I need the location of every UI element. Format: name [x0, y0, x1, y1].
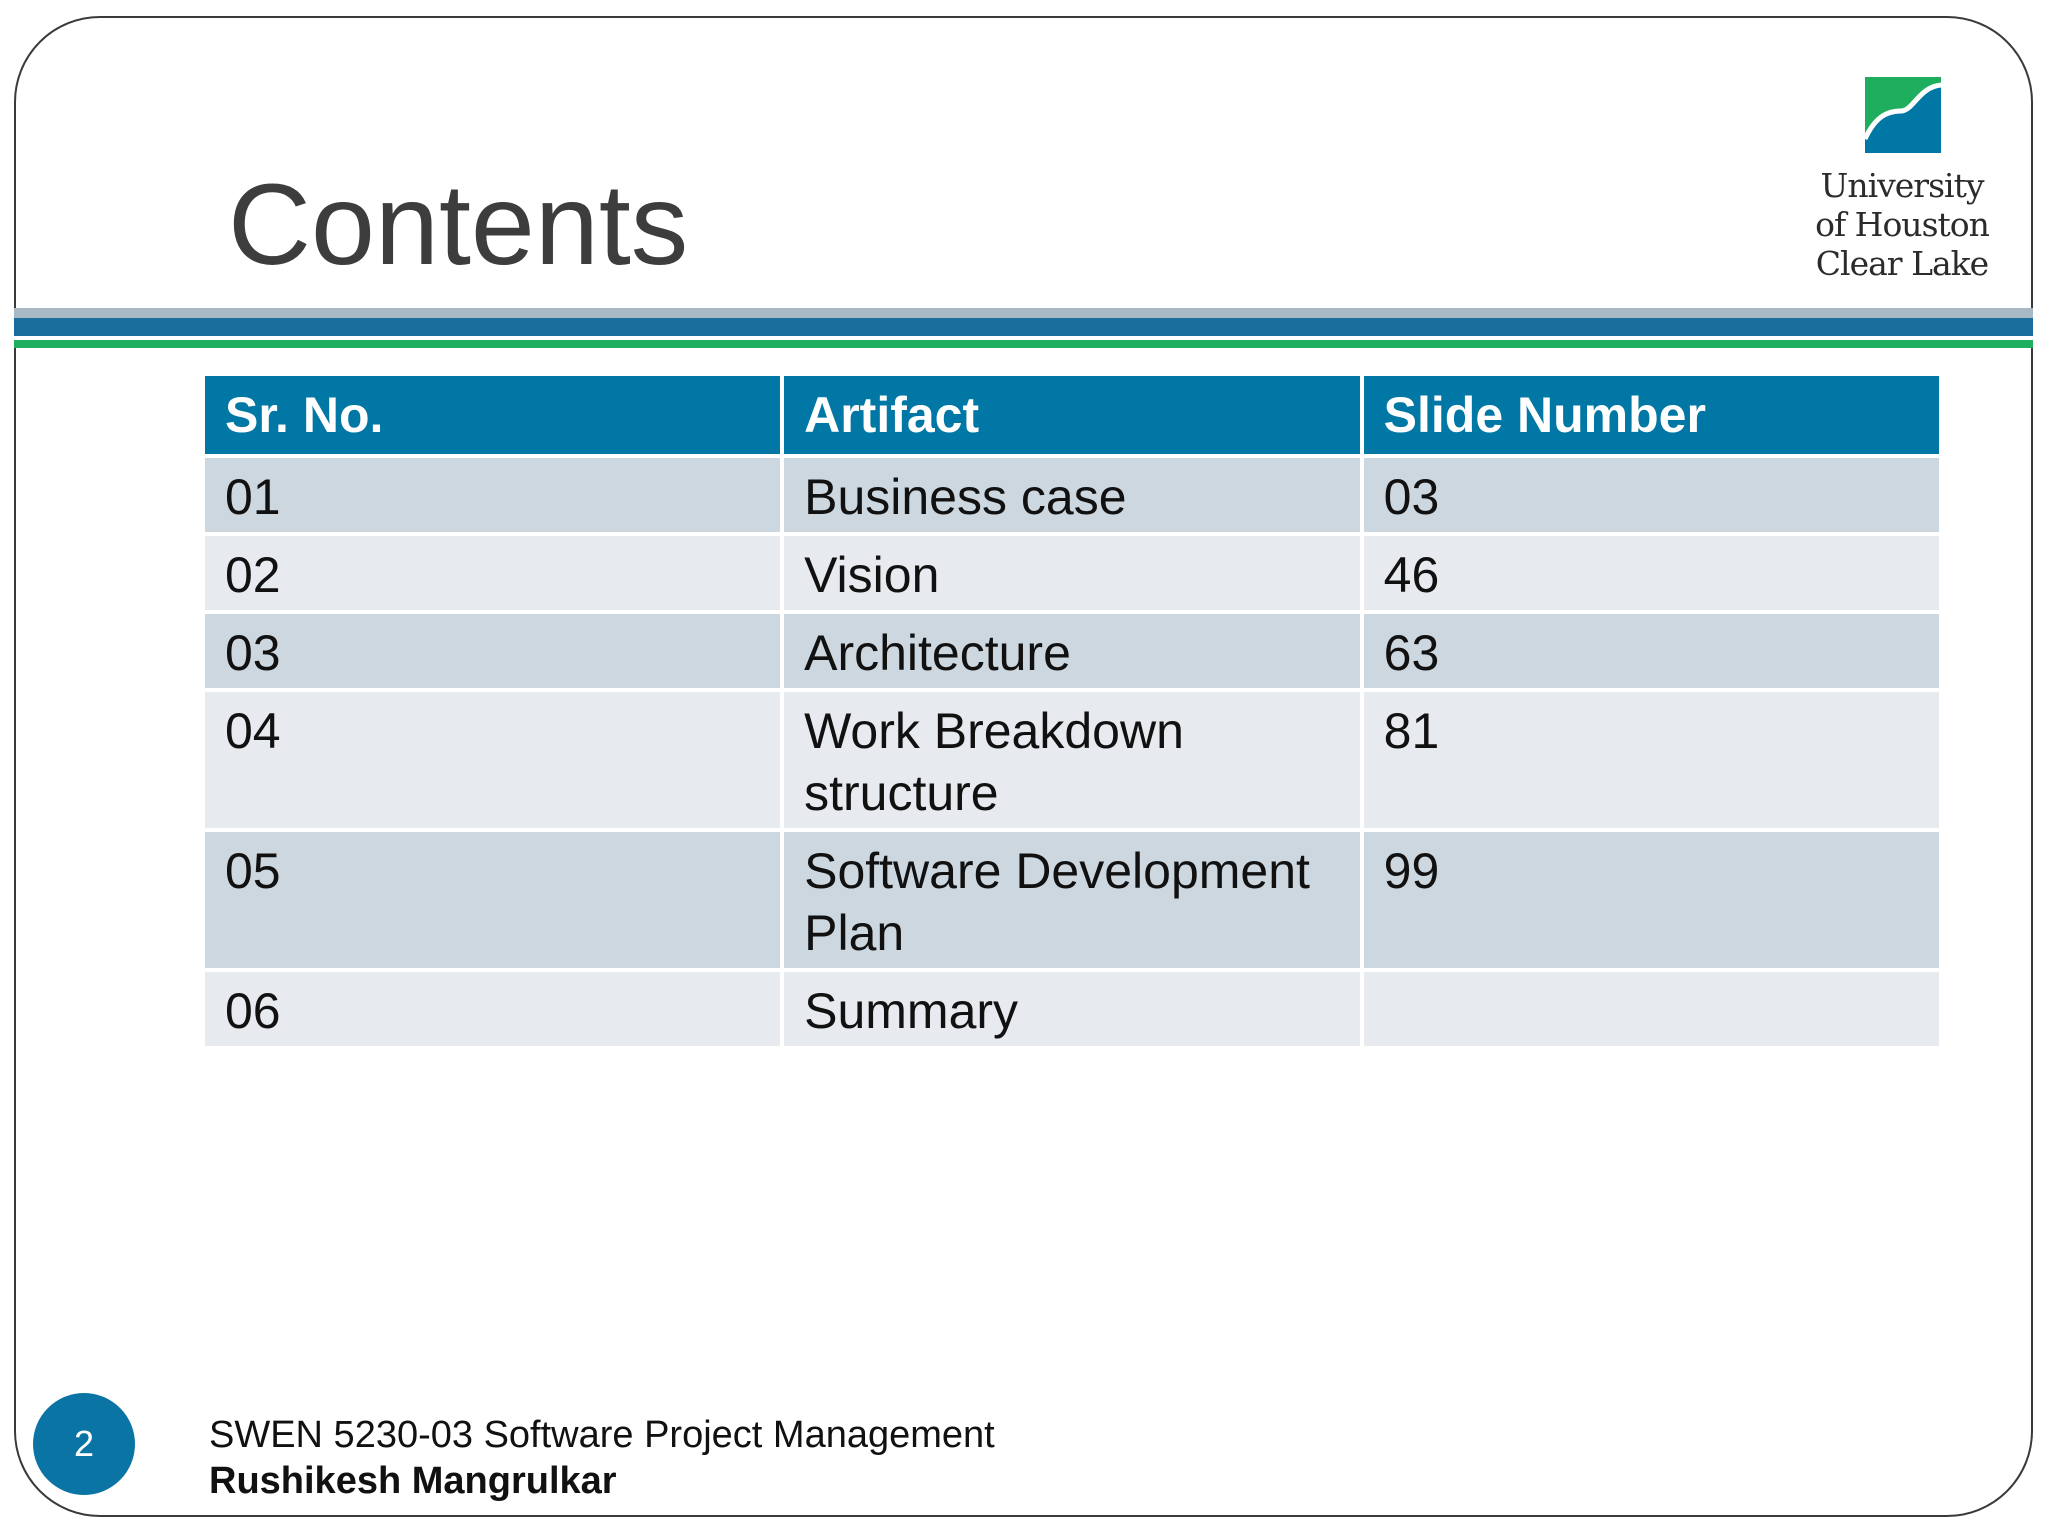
cell-sr-no: 06 [205, 972, 781, 1046]
footer-author: Rushikesh Mangrulkar [209, 1460, 617, 1502]
cell-artifact: Business case [784, 458, 1360, 532]
cell-sr-no: 02 [205, 536, 781, 610]
cell-slide-number: 46 [1363, 536, 1939, 610]
cell-sr-no: 04 [205, 692, 781, 828]
cell-artifact: Summary [784, 972, 1360, 1046]
divider-stripe-green [14, 340, 2033, 348]
page-number-badge: 2 [33, 1393, 135, 1495]
cell-sr-no: 01 [205, 458, 781, 532]
logo-text: University of Houston Clear Lake [1812, 166, 1992, 283]
header-slide-number: Slide Number [1363, 376, 1939, 454]
university-logo: University of Houston Clear Lake [1812, 72, 1992, 292]
logo-line-2: of Houston [1815, 205, 1990, 244]
cell-artifact: Work Breakdown structure [784, 692, 1360, 828]
cell-artifact: Software Development Plan [784, 832, 1360, 968]
header-artifact: Artifact [784, 376, 1360, 454]
footer-course: SWEN 5230-03 Software Project Management [209, 1414, 995, 1456]
uhcl-logo-icon [1865, 77, 1941, 153]
cell-sr-no: 03 [205, 614, 781, 688]
footer: SWEN 5230-03 Software Project Management… [209, 1412, 995, 1504]
slide-title: Contents [228, 161, 689, 289]
divider-stripe-gray [14, 308, 2033, 318]
logo-line-3: Clear Lake [1815, 244, 1989, 283]
table-header-row: Sr. No. Artifact Slide Number [205, 376, 1939, 454]
logo-line-1: University [1820, 166, 1985, 205]
cell-slide-number: 03 [1363, 458, 1939, 532]
table-row: 05 Software Development Plan 99 [205, 832, 1939, 968]
header-sr-no: Sr. No. [205, 376, 781, 454]
divider-stripe-blue [14, 318, 2033, 336]
table-row: 06 Summary [205, 972, 1939, 1046]
cell-artifact: Vision [784, 536, 1360, 610]
cell-sr-no: 05 [205, 832, 781, 968]
cell-slide-number [1363, 972, 1939, 1046]
cell-slide-number: 81 [1363, 692, 1939, 828]
cell-slide-number: 63 [1363, 614, 1939, 688]
cell-artifact: Architecture [784, 614, 1360, 688]
table-row: 04 Work Breakdown structure 81 [205, 692, 1939, 828]
table-row: 02 Vision 46 [205, 536, 1939, 610]
contents-table: Sr. No. Artifact Slide Number 01 Busines… [201, 372, 1943, 1050]
table-row: 03 Architecture 63 [205, 614, 1939, 688]
divider-stripe-gap [14, 336, 2033, 340]
cell-slide-number: 99 [1363, 832, 1939, 968]
table-row: 01 Business case 03 [205, 458, 1939, 532]
